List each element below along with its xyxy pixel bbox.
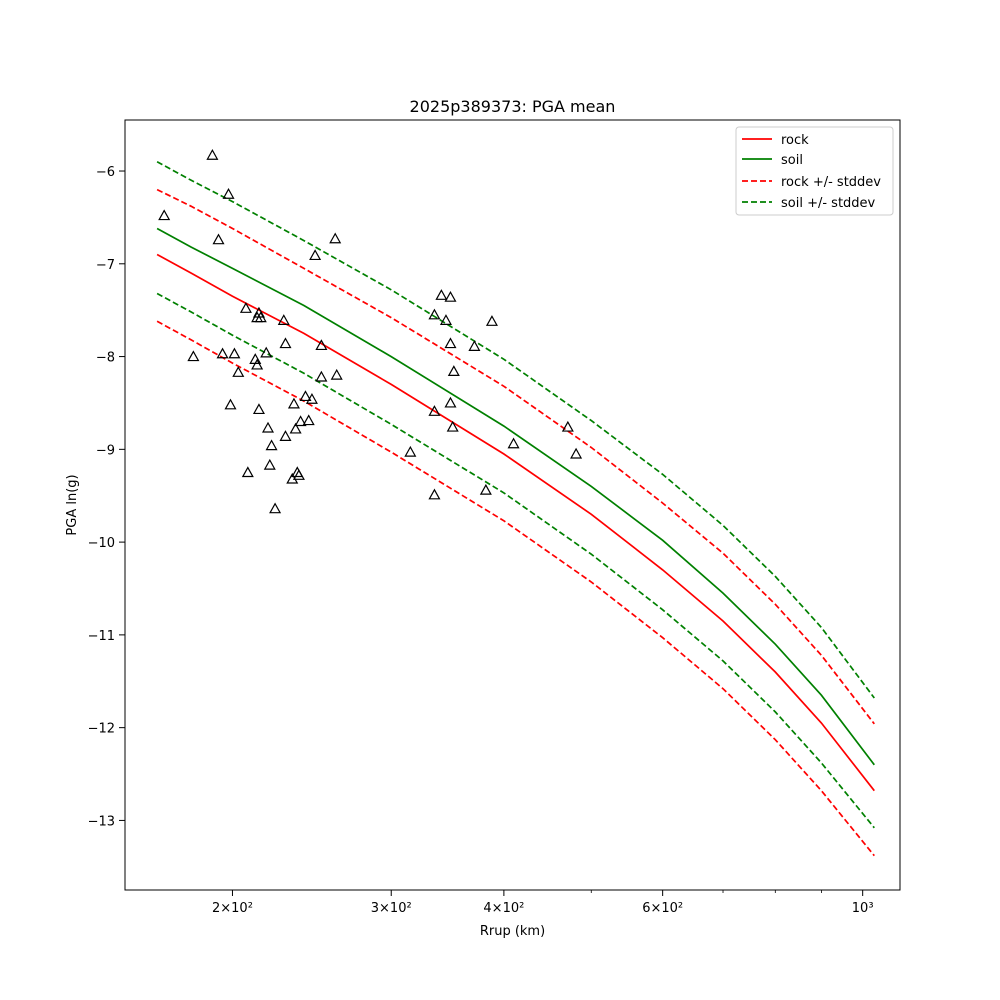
- x-axis-label: Rrup (km): [480, 924, 545, 939]
- x-tick-label: 2×10²: [212, 901, 253, 916]
- observation-marker-44: [435, 289, 448, 300]
- x-tick-label: 4×10²: [483, 901, 524, 916]
- observation-marker-25: [279, 430, 292, 441]
- observation-marker-40: [404, 445, 417, 457]
- x-tick-label: 6×10²: [642, 901, 683, 916]
- observation-marker-48: [444, 396, 457, 408]
- observation-marker-2: [158, 209, 171, 221]
- observation-marker-51: [468, 340, 481, 351]
- observation-marker-28: [289, 422, 302, 434]
- observation-marker-8: [232, 366, 245, 377]
- observation-marker-41: [428, 308, 441, 320]
- observation-marker-56: [570, 447, 583, 459]
- y-tick-label: −7: [96, 258, 115, 273]
- observation-marker-50: [447, 365, 460, 377]
- observation-marker-54: [507, 437, 520, 449]
- y-tick-label: −8: [96, 351, 115, 366]
- series-line-soil-stddev: [156, 292, 875, 829]
- observation-marker-7: [228, 347, 241, 359]
- observation-marker-52: [479, 483, 492, 495]
- observation-marker-45: [439, 314, 452, 325]
- observation-marker-43: [428, 488, 441, 500]
- observation-marker-23: [277, 314, 290, 325]
- observation-marker-36: [315, 339, 328, 351]
- observation-marker-30: [292, 469, 305, 480]
- y-tick-label: −10: [88, 536, 115, 551]
- observation-marker-31: [294, 415, 307, 427]
- observation-marker-17: [241, 466, 254, 478]
- observation-marker-15: [251, 311, 264, 323]
- observation-marker-21: [263, 458, 276, 470]
- plot-area: [156, 149, 875, 857]
- legend-label-soil-stddev: soil +/- stddev: [781, 196, 876, 211]
- observation-marker-24: [279, 337, 292, 349]
- observation-marker-42: [428, 405, 441, 416]
- chart-title: 2025p389373: PGA mean: [410, 97, 616, 116]
- observation-marker-35: [309, 249, 322, 261]
- observation-marker-1: [206, 149, 219, 160]
- y-axis: −6 −7 −8 −9 −10 −11 −12 −13: [88, 165, 125, 829]
- observation-marker-49: [446, 420, 459, 432]
- observation-marker-19: [261, 421, 275, 433]
- legend: rock soil rock +/- stddev soil +/- stdde…: [735, 126, 894, 216]
- observation-marker-55: [561, 420, 574, 432]
- observation-marker-9: [224, 398, 237, 410]
- observation-marker-4: [212, 233, 225, 245]
- observation-marker-20: [265, 439, 278, 451]
- y-tick-label: −9: [96, 443, 115, 458]
- observation-marker-39: [330, 368, 343, 380]
- observation-marker-33: [302, 414, 315, 426]
- observation-marker-38: [329, 232, 342, 244]
- observation-marker-12: [251, 358, 264, 370]
- observation-marker-16: [252, 403, 265, 415]
- observation-marker-3: [222, 187, 235, 199]
- legend-label-rock: rock: [781, 133, 809, 148]
- observation-marker-10: [239, 302, 252, 313]
- series-line-soil: [156, 227, 875, 766]
- plot-frame: [124, 119, 901, 891]
- y-tick-label: −13: [88, 814, 115, 829]
- x-tick-label: 10³: [852, 901, 874, 916]
- y-tick-label: −11: [88, 629, 115, 644]
- observation-marker-47: [444, 337, 457, 349]
- series-line-rock: [156, 253, 875, 792]
- observation-marker-37: [315, 370, 328, 382]
- series-line-rock-stddev: [156, 320, 875, 857]
- observation-marker-22: [269, 502, 282, 514]
- x-axis: 2×10² 3×10² 4×10² 6×10² 10³: [212, 890, 874, 916]
- legend-box: [735, 126, 894, 216]
- y-tick-label: −6: [96, 165, 115, 180]
- y-tick-label: −12: [88, 722, 115, 737]
- observation-marker-53: [485, 315, 498, 326]
- observation-marker-32: [299, 390, 312, 402]
- series-line-rock-stddev: [156, 188, 875, 725]
- observation-marker-26: [287, 397, 300, 409]
- legend-label-rock-stddev: rock +/- stddev: [781, 175, 881, 190]
- legend-label-soil: soil: [781, 153, 803, 168]
- observation-marker-6: [216, 347, 229, 359]
- observation-marker-5: [187, 350, 200, 362]
- observation-marker-34: [305, 393, 318, 404]
- observation-marker-18: [260, 346, 273, 358]
- observation-marker-46: [444, 290, 457, 302]
- y-axis-label: PGA ln(g): [65, 474, 80, 535]
- x-tick-label: 3×10²: [371, 901, 412, 916]
